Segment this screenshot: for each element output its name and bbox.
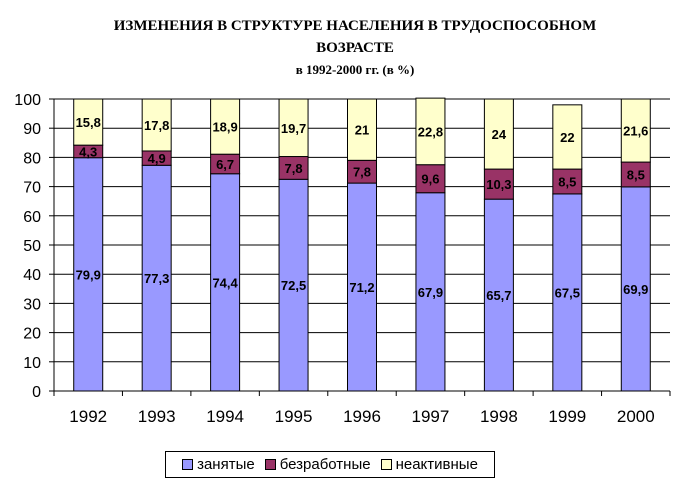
x-tick-label: 1999 xyxy=(548,407,586,426)
bar-segment xyxy=(415,164,446,194)
x-tick-label: 1995 xyxy=(275,407,313,426)
data-label: 10,3 xyxy=(486,177,511,192)
x-tick-label: 1994 xyxy=(206,407,244,426)
y-tick-label: 10 xyxy=(23,355,41,372)
data-label: 4,3 xyxy=(79,144,97,159)
chart-title-line-2: ВОЗРАСТЕ xyxy=(316,40,394,56)
legend-label-inactive: неактивные xyxy=(395,456,478,473)
data-label: 6,7 xyxy=(216,157,234,172)
y-tick-label: 0 xyxy=(32,384,41,401)
legend-item-employed: занятые xyxy=(182,456,255,473)
bar-segment xyxy=(141,164,172,392)
data-label: 22 xyxy=(560,130,574,145)
y-tick-label: 70 xyxy=(23,180,41,197)
data-label: 74,4 xyxy=(212,275,238,290)
legend-label-unemployed: безработные xyxy=(279,456,371,473)
data-label: 7,8 xyxy=(353,165,371,180)
data-label: 72,5 xyxy=(281,278,306,293)
y-tick-label: 30 xyxy=(23,296,41,313)
data-label: 24 xyxy=(492,127,507,142)
data-label: 18,9 xyxy=(212,120,237,135)
data-label: 79,9 xyxy=(76,267,101,282)
data-label: 77,3 xyxy=(144,271,169,286)
bar-segment xyxy=(73,98,104,146)
data-label: 67,5 xyxy=(555,285,580,300)
x-tick-label: 2000 xyxy=(617,407,655,426)
data-label: 19,7 xyxy=(281,121,306,136)
bar-segment xyxy=(278,178,309,392)
x-tick-label: 1998 xyxy=(480,407,518,426)
data-label: 21,6 xyxy=(623,124,648,139)
data-label: 7,8 xyxy=(285,161,303,176)
data-label: 8,5 xyxy=(627,167,645,182)
y-tick-label: 50 xyxy=(23,238,41,255)
bar-segment xyxy=(73,157,104,392)
y-tick-label: 40 xyxy=(23,267,41,284)
y-tick-label: 80 xyxy=(23,150,41,167)
bar-segment xyxy=(483,198,514,392)
chart-subtitle: в 1992-2000 гг. (в %) xyxy=(295,62,415,77)
data-label: 65,7 xyxy=(486,288,511,303)
bar-segment xyxy=(483,98,514,170)
data-label: 4,9 xyxy=(148,151,166,166)
data-label: 22,8 xyxy=(418,124,443,139)
x-tick-label: 1996 xyxy=(343,407,381,426)
legend: занятые безработные неактивные xyxy=(165,451,495,478)
data-label: 69,9 xyxy=(623,282,648,297)
x-tick-label: 1997 xyxy=(412,407,450,426)
bar-segment xyxy=(620,161,651,188)
y-tick-label: 20 xyxy=(23,326,41,343)
bar-segment xyxy=(210,173,241,392)
data-label: 17,8 xyxy=(144,118,169,133)
legend-swatch-inactive xyxy=(380,459,392,470)
bar-segment xyxy=(415,97,446,166)
data-label: 8,5 xyxy=(558,174,576,189)
bar-segment xyxy=(210,98,241,155)
bar-segment xyxy=(347,98,377,161)
y-tick-label: 90 xyxy=(23,121,41,138)
legend-label-employed: занятые xyxy=(197,456,255,473)
legend-item-inactive: неактивные xyxy=(380,456,478,473)
data-label: 15,8 xyxy=(76,115,101,130)
legend-swatch-employed xyxy=(182,459,194,470)
bar-segment xyxy=(278,98,309,158)
x-tick-label: 1993 xyxy=(138,407,176,426)
bar-segment xyxy=(620,186,651,392)
y-tick-label: 60 xyxy=(23,209,41,226)
legend-item-unemployed: безработные xyxy=(264,456,371,473)
bar-segment xyxy=(415,192,446,392)
bar-segment xyxy=(552,193,583,392)
y-tick-label: 100 xyxy=(14,92,41,109)
bar-segment xyxy=(347,182,377,392)
bar-segment xyxy=(141,98,172,152)
data-label: 21 xyxy=(355,123,369,138)
x-tick-label: 1992 xyxy=(69,407,107,426)
data-label: 9,6 xyxy=(421,172,439,187)
legend-swatch-unemployed xyxy=(264,459,276,470)
data-label: 71,2 xyxy=(349,280,374,295)
bar-segment xyxy=(620,98,651,163)
data-label: 67,9 xyxy=(418,285,443,300)
bar-segment xyxy=(552,104,583,170)
chart-title-line-1: ИЗМЕНЕНИЯ В СТРУКТУРЕ НАСЕЛЕНИЯ В ТРУДОС… xyxy=(113,18,597,34)
